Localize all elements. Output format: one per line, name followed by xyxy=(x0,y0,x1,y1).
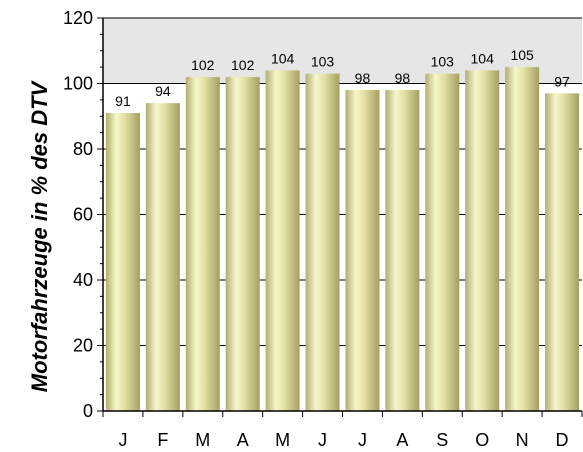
shaded-band xyxy=(103,18,582,84)
y-tick-label: 0 xyxy=(83,401,93,421)
bar xyxy=(425,73,460,412)
x-tick-label: N xyxy=(516,430,529,450)
data-label: 98 xyxy=(355,70,371,86)
bar xyxy=(345,90,380,412)
y-tick-label: 100 xyxy=(63,74,93,94)
bar xyxy=(305,73,340,412)
data-label: 102 xyxy=(231,57,255,73)
x-tick-label: A xyxy=(237,430,249,450)
y-tick-label: 60 xyxy=(73,205,93,225)
data-label: 97 xyxy=(554,73,570,89)
bar xyxy=(265,70,300,412)
y-tick-label: 80 xyxy=(73,139,93,159)
x-tick-label: O xyxy=(475,430,489,450)
data-label: 98 xyxy=(395,70,411,86)
bar xyxy=(105,112,140,411)
bar xyxy=(145,103,180,412)
data-label: 104 xyxy=(271,50,295,66)
data-label: 94 xyxy=(155,83,171,99)
data-label: 102 xyxy=(191,57,215,73)
y-tick-label: 120 xyxy=(63,8,93,28)
y-axis-ticks: 0 20 40 60 80 100 120 xyxy=(63,8,103,421)
y-tick-label: 40 xyxy=(73,270,93,290)
bar xyxy=(385,90,420,412)
data-label: 91 xyxy=(115,93,131,109)
data-label: 103 xyxy=(431,54,455,70)
x-tick-label: A xyxy=(396,430,408,450)
data-label: 103 xyxy=(311,54,335,70)
bar-series xyxy=(105,67,580,412)
bar xyxy=(225,76,260,411)
bar xyxy=(545,93,580,411)
x-tick-label: J xyxy=(318,430,327,450)
bar xyxy=(505,67,540,411)
x-tick-label: F xyxy=(157,430,168,450)
data-label: 105 xyxy=(510,47,534,63)
x-tick-label: M xyxy=(195,430,210,450)
x-tick-label: S xyxy=(436,430,448,450)
bar xyxy=(465,70,500,412)
y-axis-title: Motorfahrzeuge in % des DTV xyxy=(27,79,52,392)
y-tick-label: 20 xyxy=(73,336,93,356)
data-labels: 91 94 102 102 104 103 98 98 103 104 105 97 xyxy=(115,47,570,109)
x-tick-label: J xyxy=(118,430,127,450)
gridlines xyxy=(103,17,582,346)
x-tick-label: M xyxy=(275,430,290,450)
x-tick-label: J xyxy=(358,430,367,450)
x-tick-label: D xyxy=(556,430,569,450)
data-label: 104 xyxy=(471,50,495,66)
bar xyxy=(185,76,220,411)
